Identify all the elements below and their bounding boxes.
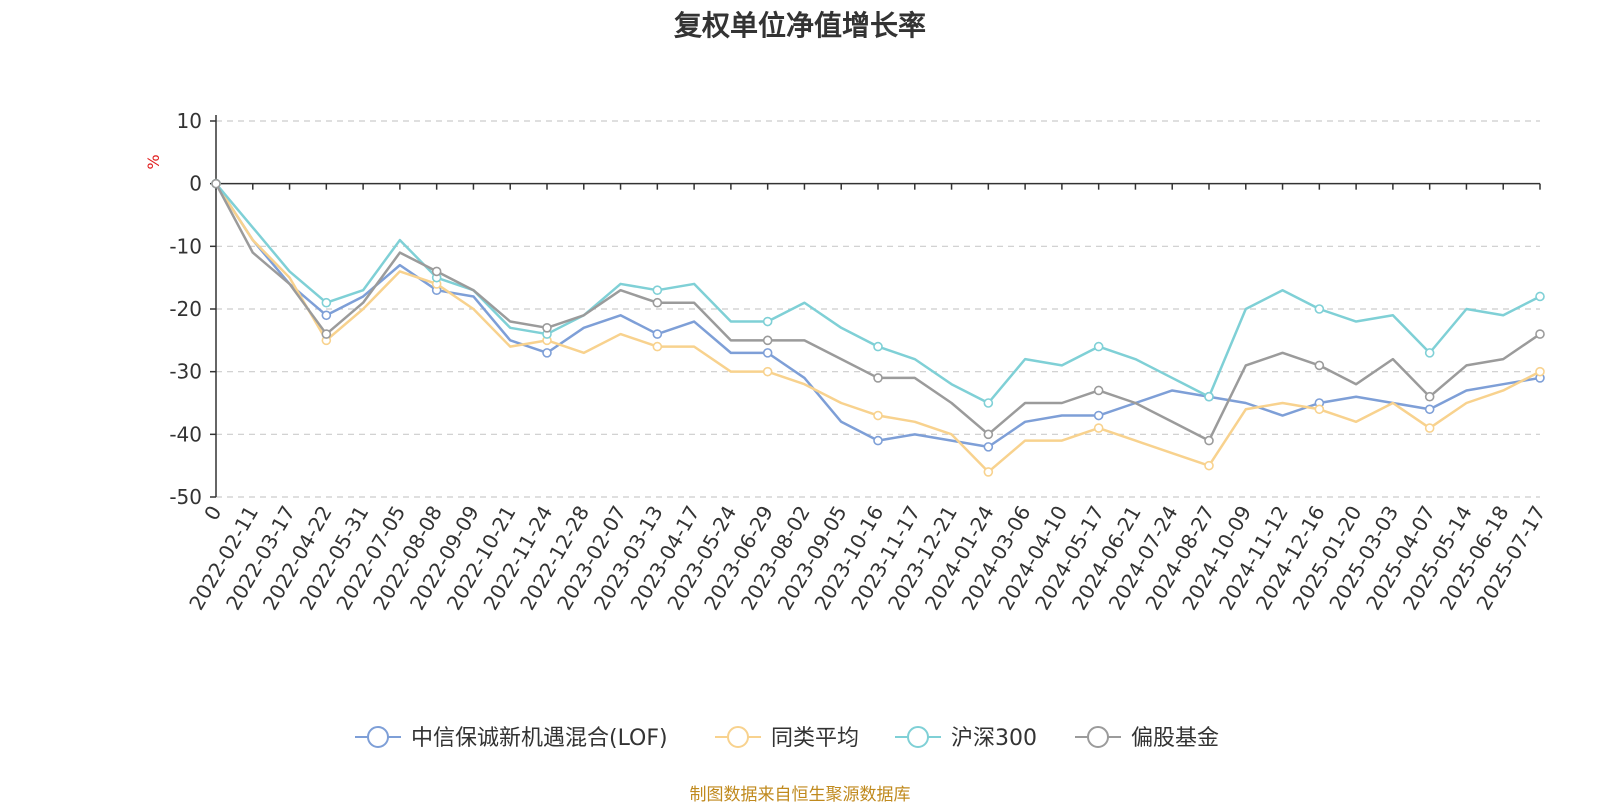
data-point [1093,423,1104,433]
y-tick-label: -50 [169,485,202,509]
series-layer [211,178,1545,477]
data-point [983,429,994,440]
data-source-note: 制图数据来自恒生聚源数据库 [689,785,911,805]
legend-marker-icon [367,726,389,748]
data-point [321,297,332,308]
data-point [211,178,221,189]
data-point [1535,291,1545,302]
y-axis-unit: % [144,154,163,169]
data-point [652,329,663,339]
legend-label: 同类平均 [771,726,859,751]
data-point [1314,404,1325,415]
legend-item-0[interactable]: 中信保诚新机遇混合(LOF) [355,726,668,751]
legend-marker-icon [907,726,929,748]
data-point [321,329,332,339]
data-point [1204,435,1214,446]
data-point [1535,329,1545,339]
series-3 [211,178,1545,446]
legend[interactable]: 中信保诚新机遇混合(LOF) 同类平均 沪深300 偏股基金 [355,726,1219,751]
y-axis: 10 0 -10 -20 -30 -40 -50% [144,109,217,509]
legend-marker-icon [727,726,749,748]
series-line [215,182,1541,405]
data-point [1093,385,1104,396]
data-point [431,266,442,277]
grid-lines [216,120,1540,498]
data-point [873,435,883,446]
data-point [321,310,332,321]
data-point [1424,391,1435,402]
y-tick-label: -20 [169,297,202,321]
data-point [762,366,773,377]
series-0 [211,178,1545,452]
data-point [983,442,994,452]
y-tick-label: 10 [177,109,202,133]
data-point [652,341,663,352]
data-point [1424,423,1435,433]
y-tick-label: -10 [169,234,202,258]
data-point [542,348,552,358]
data-point [873,341,883,352]
series-line [214,183,1541,442]
data-point [873,373,883,383]
y-tick-label: -30 [169,360,202,384]
data-point [652,285,663,296]
legend-item-2[interactable]: 沪深300 [895,726,1037,751]
data-point [1424,404,1435,415]
y-tick-label: 0 [189,172,202,196]
y-tick-label: -40 [169,422,202,446]
legend-label: 中信保诚新机遇混合(LOF) [411,726,668,751]
data-point [762,335,773,346]
data-point [762,348,773,358]
data-point [873,410,883,421]
data-point [1093,341,1104,352]
data-point [652,297,663,308]
data-point [1204,460,1214,471]
data-point [1535,366,1545,377]
legend-label: 沪深300 [951,726,1037,751]
data-point [1424,348,1435,358]
legend-item-3[interactable]: 偏股基金 [1075,726,1219,751]
data-point [1093,410,1104,421]
x-tick-label: 0 [199,502,226,525]
series-2 [211,178,1545,408]
legend-label: 偏股基金 [1131,726,1219,751]
data-point [762,316,773,327]
data-point [983,398,994,408]
chart-title: 复权单位净值增长率 [673,9,926,42]
legend-marker-icon [1087,726,1109,748]
series-1 [211,178,1545,477]
series-line [214,182,1541,474]
data-point [1314,360,1325,371]
data-point [1204,391,1214,402]
data-point [1314,304,1325,314]
data-point [542,322,552,333]
data-point [983,467,994,477]
legend-item-1[interactable]: 同类平均 [715,726,859,751]
